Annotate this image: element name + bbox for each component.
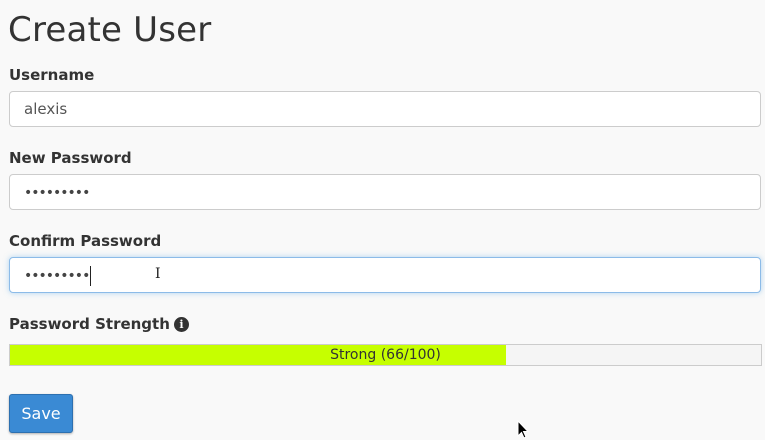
new-password-label: New Password bbox=[9, 149, 132, 167]
ibeam-cursor-icon: I bbox=[155, 266, 161, 282]
new-password-input[interactable]: ••••••••• bbox=[9, 174, 761, 210]
password-strength-label: Password Strength i bbox=[9, 315, 189, 333]
password-strength-value: Strong (66/100) bbox=[330, 347, 441, 363]
save-button[interactable]: Save bbox=[9, 394, 73, 433]
password-strength-bar: Strong (66/100) bbox=[9, 344, 762, 366]
confirm-password-value: ••••••••• bbox=[24, 268, 90, 284]
password-strength-text: Password Strength bbox=[9, 315, 170, 333]
username-label: Username bbox=[9, 66, 95, 84]
confirm-password-label: Confirm Password bbox=[9, 232, 162, 250]
new-password-value: ••••••••• bbox=[24, 185, 90, 201]
page-title: Create User bbox=[8, 10, 212, 50]
username-input[interactable]: alexis bbox=[9, 91, 761, 127]
mouse-pointer-icon bbox=[517, 420, 529, 439]
info-icon[interactable]: i bbox=[173, 317, 189, 332]
password-strength-fill bbox=[10, 345, 506, 365]
text-caret bbox=[90, 265, 92, 286]
confirm-password-input[interactable]: ••••••••• bbox=[9, 257, 761, 293]
username-value: alexis bbox=[24, 100, 68, 118]
